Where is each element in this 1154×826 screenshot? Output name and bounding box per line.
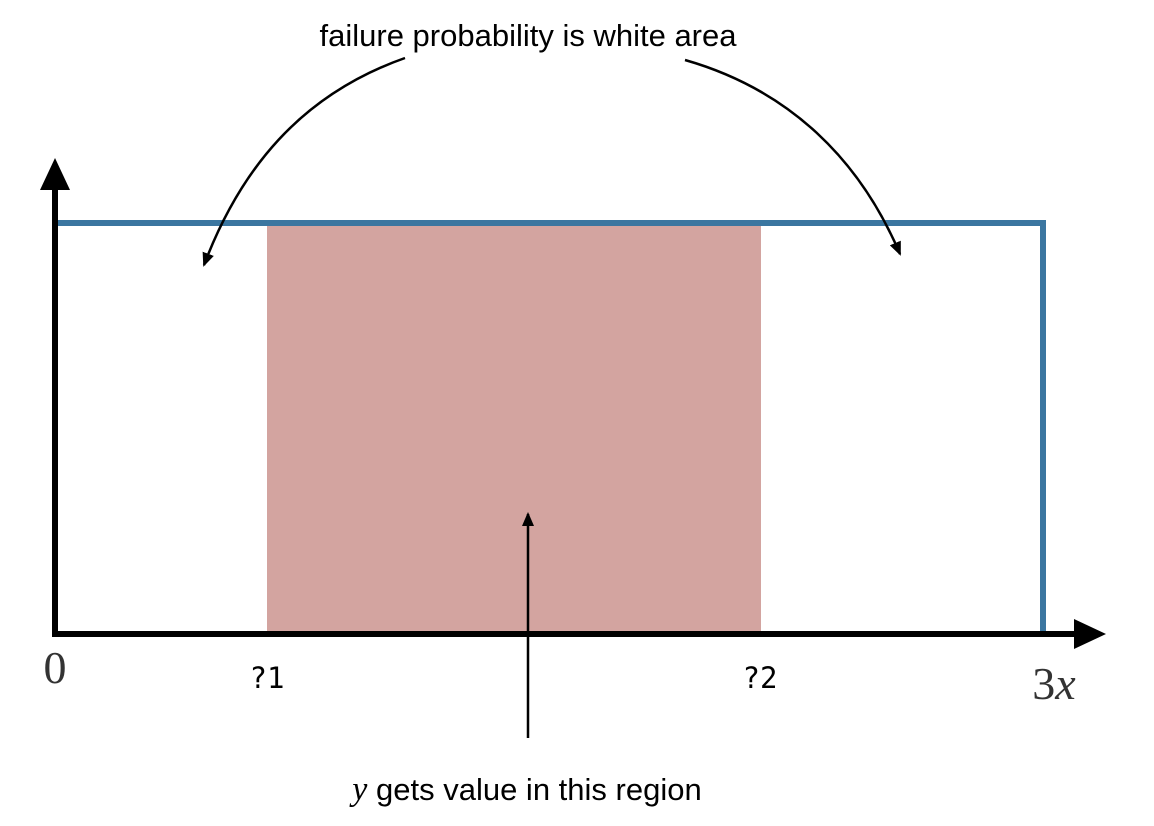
region-annotation: y gets value in this region <box>349 771 701 808</box>
q2-label: ?2 <box>743 661 778 695</box>
uniform-distribution-outline <box>58 220 1046 634</box>
q1-label: ?1 <box>250 661 285 695</box>
success-region <box>267 226 761 634</box>
y-axis-arrowhead <box>40 158 70 190</box>
failure-annotation: failure probability is white area <box>320 18 738 53</box>
left-annotation-arrow <box>202 56 406 267</box>
max-label-variable: x <box>1054 658 1076 709</box>
max-label: 3x <box>1032 658 1076 709</box>
right-annotation-arrow <box>684 58 902 256</box>
origin-label: 0 <box>44 642 67 693</box>
region-annotation-text: gets value in this region <box>367 772 701 807</box>
region-annotation-variable: y <box>349 771 368 808</box>
max-label-coefficient: 3 <box>1032 658 1055 709</box>
x-axis-arrowhead <box>1074 619 1106 649</box>
